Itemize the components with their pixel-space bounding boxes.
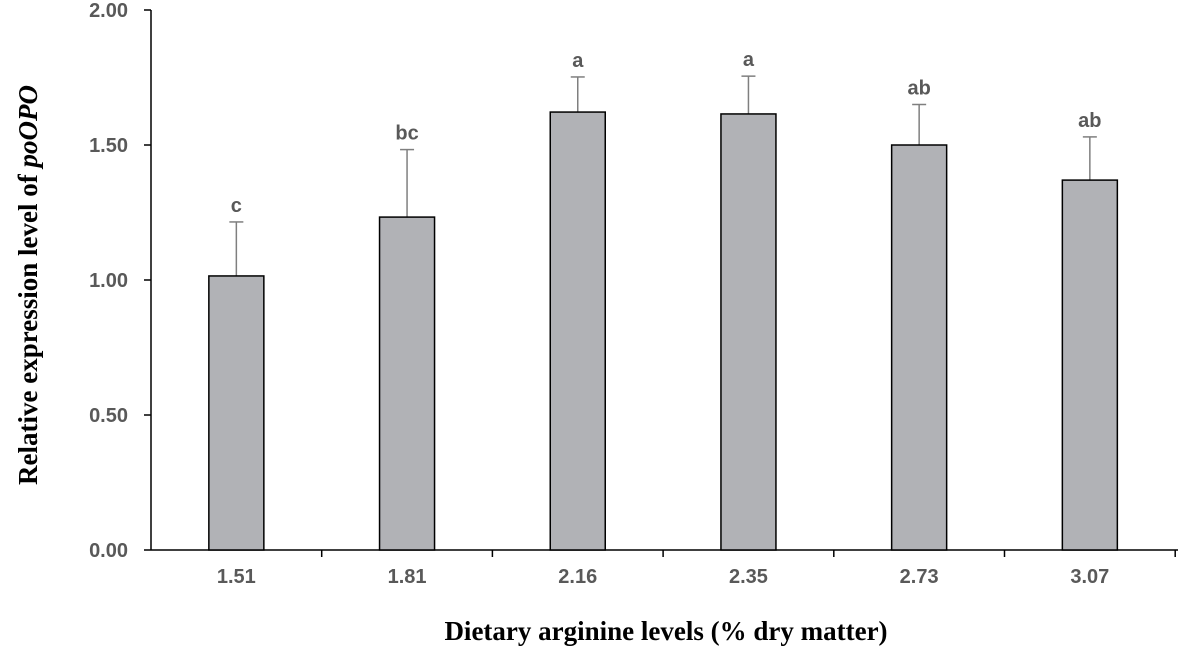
bar-2.35 xyxy=(720,113,777,551)
y-tick-label: 1.00 xyxy=(89,270,128,292)
x-tick-label: 1.81 xyxy=(388,566,427,588)
significance-label: ab xyxy=(907,78,930,100)
significance-label: bc xyxy=(395,123,418,145)
significance-label: a xyxy=(743,49,755,71)
significance-label: ab xyxy=(1078,110,1101,132)
bar-2.73 xyxy=(890,144,948,551)
bar-1.81 xyxy=(378,216,436,551)
x-tick-label: 2.73 xyxy=(900,566,939,588)
bar-2.16 xyxy=(549,111,606,551)
x-tick-label: 2.35 xyxy=(729,566,768,588)
x-axis-label: Dietary arginine levels (% dry matter) xyxy=(444,616,887,646)
y-tick-label: 0.50 xyxy=(89,405,128,427)
x-tick-label: 3.07 xyxy=(1070,566,1109,588)
y-axis-label: Relative expression level of poOPO xyxy=(13,85,43,485)
y-tick-label: 2.00 xyxy=(89,0,128,22)
bar-3.07 xyxy=(1061,179,1119,551)
x-tick-label: 1.51 xyxy=(217,566,256,588)
bar-1.51 xyxy=(208,275,265,551)
x-tick-label: 2.16 xyxy=(558,566,597,588)
significance-label: a xyxy=(572,50,584,72)
y-tick-label: 0.00 xyxy=(89,540,128,562)
significance-label: c xyxy=(231,195,242,217)
y-tick-label: 1.50 xyxy=(89,135,128,157)
